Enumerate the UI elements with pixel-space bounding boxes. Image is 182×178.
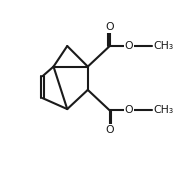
Text: O: O bbox=[105, 125, 114, 135]
Text: O: O bbox=[105, 22, 114, 32]
Text: O: O bbox=[125, 41, 133, 51]
Text: O: O bbox=[125, 105, 133, 116]
Text: CH₃: CH₃ bbox=[154, 105, 174, 116]
Text: CH₃: CH₃ bbox=[154, 41, 174, 51]
